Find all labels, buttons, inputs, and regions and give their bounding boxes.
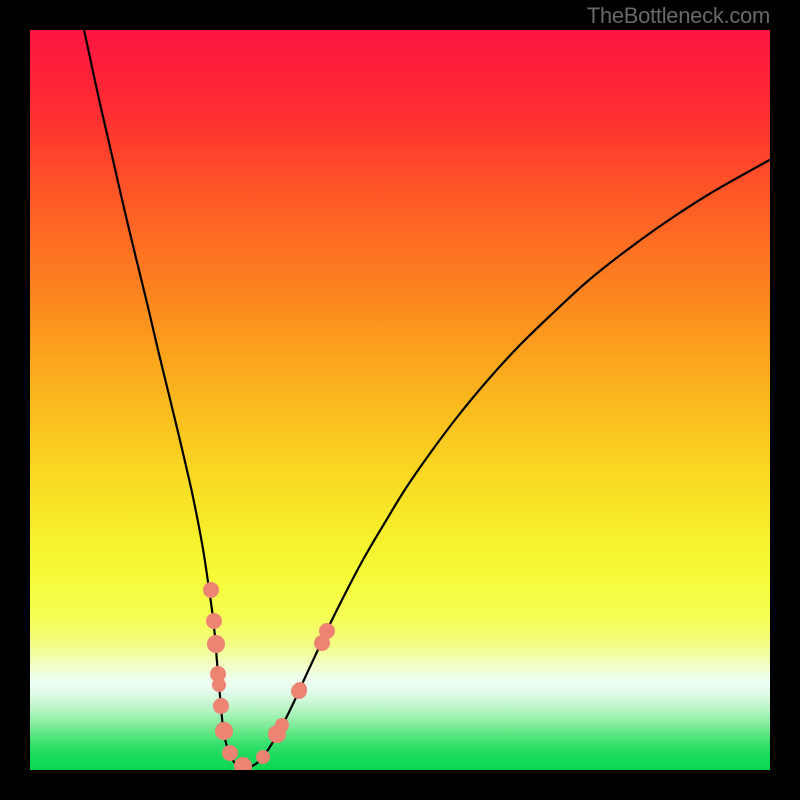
data-marker <box>319 623 335 639</box>
data-marker <box>213 698 229 714</box>
data-marker <box>207 635 225 653</box>
watermark-text: TheBottleneck.com <box>587 3 770 29</box>
data-marker <box>256 750 270 764</box>
data-marker <box>293 682 307 696</box>
bottleneck-chart <box>30 30 770 770</box>
data-marker <box>206 613 222 629</box>
data-marker <box>215 722 233 740</box>
data-marker <box>212 678 226 692</box>
chart-frame: TheBottleneck.com <box>0 0 800 800</box>
data-marker <box>222 745 238 761</box>
data-marker <box>203 582 219 598</box>
gradient-background <box>30 30 770 770</box>
data-marker <box>275 718 289 732</box>
